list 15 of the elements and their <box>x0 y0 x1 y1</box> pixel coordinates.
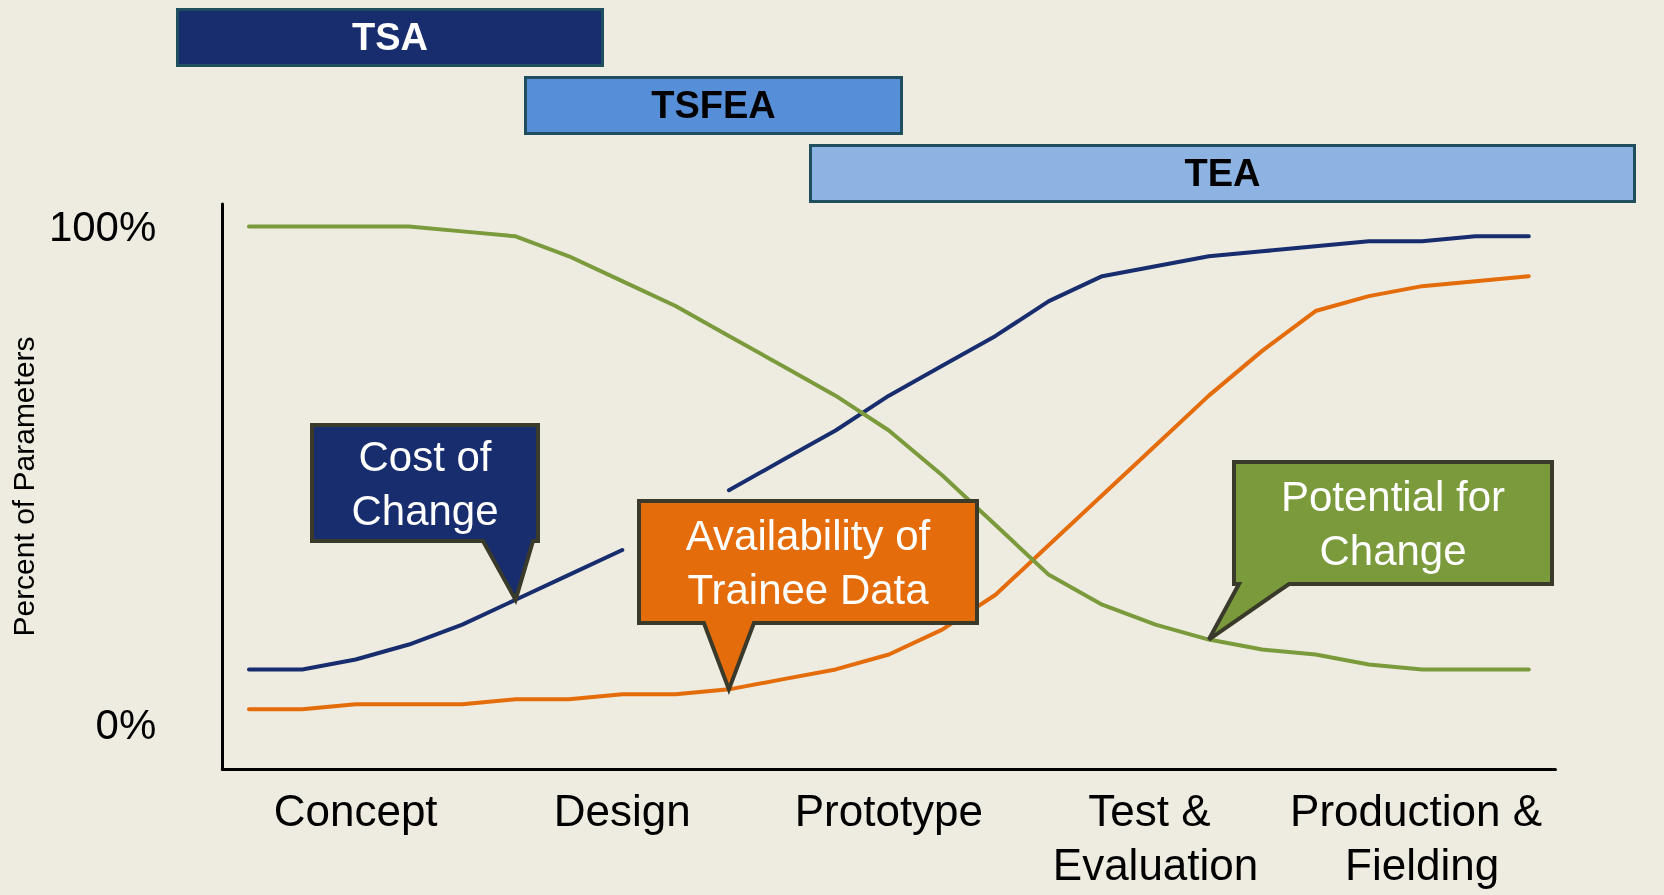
y-axis-title: Percent of Parameters <box>6 336 40 637</box>
x-tick-label: Test & Evaluation <box>1052 785 1259 889</box>
phase-block: TEA <box>809 144 1636 203</box>
y-tick-label: 100% <box>48 202 157 250</box>
series-label: Cost of Change <box>351 433 499 534</box>
line-series <box>246 274 1531 712</box>
series-label: Potential for Change <box>1280 473 1506 574</box>
phase-block: TSA <box>176 8 604 67</box>
x-tick-label: Design <box>553 785 691 835</box>
y-tick-label: 0% <box>95 700 157 748</box>
x-tick-label: Prototype <box>794 785 984 835</box>
x-tick-label: Concept <box>273 785 438 835</box>
phase-block: TSFEA <box>524 76 903 135</box>
series-label: Availability of Trainee Data <box>685 512 931 613</box>
x-tick-label: Production & Fielding <box>1290 785 1555 889</box>
